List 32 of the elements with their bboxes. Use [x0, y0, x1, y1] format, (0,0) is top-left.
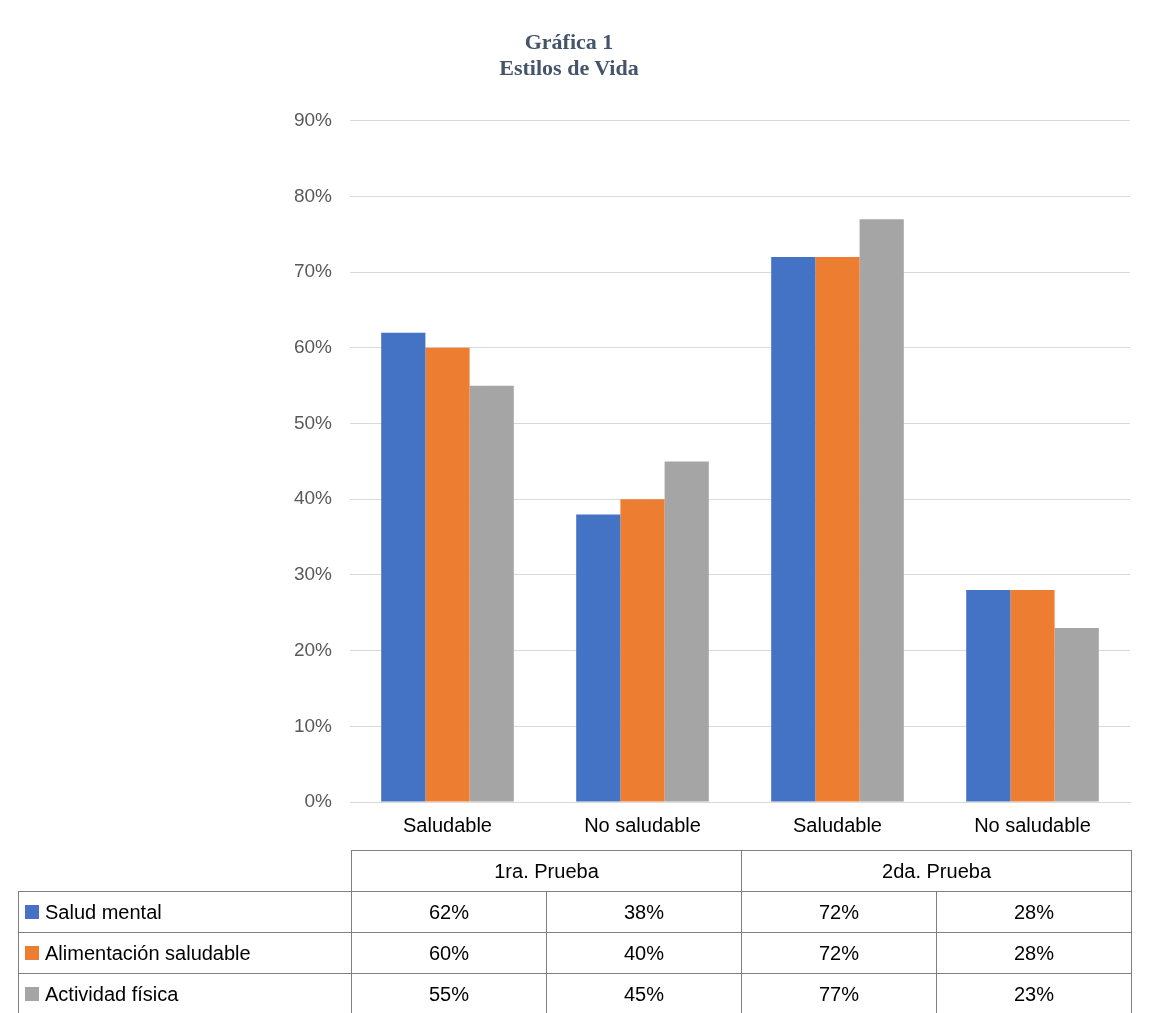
x-tick-label: No saludable [584, 813, 701, 836]
x-tick-label: No saludable [974, 813, 1091, 836]
y-tick-label: 70% [293, 260, 333, 282]
y-tick-label: 0% [304, 790, 333, 812]
data-label: 72% [741, 932, 937, 974]
y-tick-label: 10% [293, 714, 333, 736]
y-tick-label: 80% [293, 184, 333, 206]
data-label: 38% [546, 891, 742, 933]
y-tick-label: 50% [293, 411, 333, 433]
x-tick-label: Saludable [403, 813, 492, 836]
data-label: 60% [351, 932, 547, 974]
data-label: 28% [936, 932, 1132, 974]
y-tick-label: 90% [293, 109, 333, 131]
data-label: 23% [936, 973, 1132, 1013]
legend-label: Actividad física [45, 982, 179, 1005]
y-tick-label: 40% [293, 487, 333, 509]
legend-label: Salud mental [45, 900, 162, 923]
data-label: 77% [741, 973, 937, 1013]
data-label: 45% [546, 973, 742, 1013]
chart-title: Gráfica 1 Estilos de Vida [499, 28, 639, 81]
text: 1ra. Prueba [351, 850, 742, 892]
x-tick-label: Saludable [793, 813, 882, 836]
data-label: 55% [351, 973, 547, 1013]
data-label: 28% [936, 891, 1132, 933]
data-label: 62% [351, 891, 547, 933]
data-label: 72% [741, 891, 937, 933]
y-tick-label: 30% [293, 563, 333, 585]
data-label: 40% [546, 932, 742, 974]
y-tick-label: 20% [293, 638, 333, 660]
text: 2da. Prueba [741, 850, 1132, 892]
y-tick-label: 60% [293, 336, 333, 358]
legend-label: Alimentación saludable [45, 941, 251, 964]
